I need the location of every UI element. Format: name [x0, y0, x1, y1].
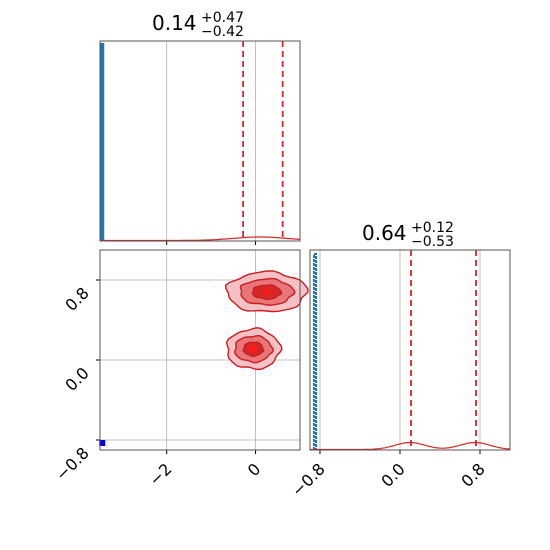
joint-sample-point — [225, 307, 227, 309]
title-param-1: 0.14 +0.47 −0.42 — [152, 10, 244, 40]
joint-sample-point — [249, 375, 251, 377]
joint-y-tick-label-1: 0.0 — [61, 363, 92, 394]
joint-sample-point — [238, 276, 240, 279]
joint-sample-point — [219, 358, 222, 361]
marginal-param-2-x-tick-label-0: −0.8 — [288, 459, 329, 500]
joint-mode-1-peak — [263, 289, 270, 295]
joint-frame — [99, 249, 301, 451]
joint-sample-point — [213, 285, 215, 288]
joint-sample-point — [230, 362, 233, 365]
joint-param-1-param-2-panel — [96, 249, 309, 454]
title-param-2-plus: +0.12 — [411, 220, 454, 236]
joint-sample-point — [282, 351, 284, 353]
joint-sample-point — [242, 368, 245, 371]
title-param-1-minus: −0.42 — [201, 24, 244, 40]
marginal-param-2-reference-histogram — [313, 253, 317, 450]
joint-sample-point — [238, 275, 240, 277]
marginal-param-1-panel — [99, 40, 301, 245]
title-param-1-median: 0.14 — [152, 11, 197, 35]
joint-sample-point — [269, 327, 271, 330]
title-param-2: 0.64 +0.12 −0.53 — [362, 220, 454, 250]
marginal-param-2-panel — [309, 249, 511, 454]
joint-sample-point — [267, 329, 269, 331]
marginal-param-2-x-tick-label-2: 0.8 — [457, 459, 488, 490]
joint-sample-point — [292, 273, 295, 275]
marginal-param-1-posterior-histogram — [100, 236, 301, 242]
joint-y-tick-labels: −0.8 0.0 0.8 — [52, 283, 93, 484]
joint-mode-2-peak — [250, 346, 257, 352]
title-param-2-median: 0.64 — [362, 221, 407, 245]
joint-sample-point — [226, 332, 228, 335]
title-param-2-minus: −0.53 — [411, 234, 454, 250]
joint-y-tick-label-0: −0.8 — [52, 443, 93, 484]
title-param-1-plus: +0.47 — [201, 10, 244, 26]
marginal-param-2-x-tick-labels: −0.8 0.0 0.8 — [288, 459, 489, 500]
marginal-param-2-frame — [309, 249, 511, 451]
marginal-param-1-frame — [99, 40, 301, 242]
joint-x-tick-labels: −2 0 — [145, 459, 264, 489]
joint-y-tick-label-2: 0.8 — [61, 283, 92, 314]
joint-truth-marker — [99, 440, 106, 446]
joint-x-tick-label-1: 0 — [244, 459, 265, 480]
joint-sample-point — [250, 370, 252, 372]
marginal-param-1-reference-histogram — [100, 43, 105, 241]
joint-x-tick-label-0: −2 — [145, 459, 175, 489]
marginal-param-2-x-tick-label-1: 0.0 — [377, 459, 408, 490]
